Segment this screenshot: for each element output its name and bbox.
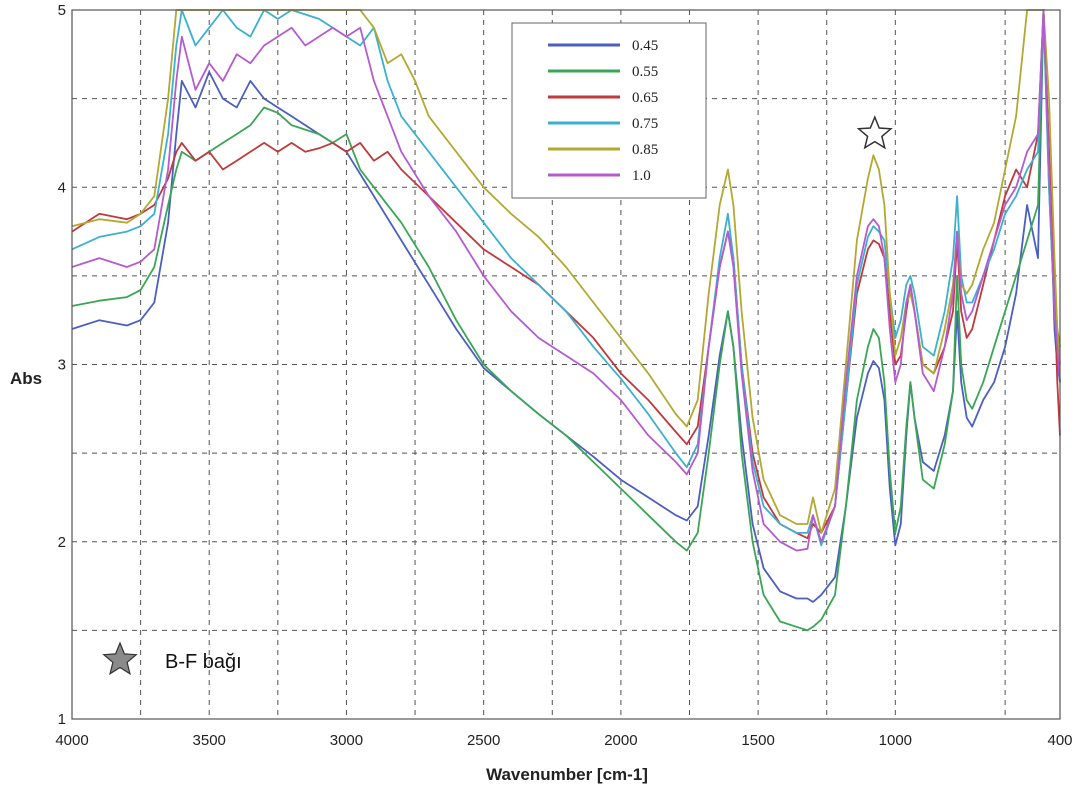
y-tick-label: 4	[58, 179, 66, 196]
x-tick-label: 3500	[193, 732, 226, 749]
legend-box	[511, 22, 707, 199]
x-tick-label: 1000	[879, 732, 912, 749]
legend-label-0.45: 0.45	[632, 38, 658, 54]
legend-label-0.75: 0.75	[632, 116, 658, 132]
legend-label-1.0: 1.0	[632, 168, 651, 184]
legend-label-0.65: 0.65	[632, 90, 658, 106]
annotation-layer	[856, 115, 893, 150]
x-tick-labels: 4000 3500 3000 2500 2000 1500 1000 400	[55, 732, 1072, 749]
note-label: B-F bağı	[165, 651, 242, 673]
star-marker-icon	[856, 115, 893, 150]
legend: 0.45 0.55 0.65 0.75 0.85 1.0	[511, 22, 707, 199]
y-tick-label: 1	[58, 711, 66, 728]
x-tick-label: 1500	[741, 732, 774, 749]
series-line-0.55	[71, 9, 1061, 632]
y-tick-label: 3	[58, 357, 66, 374]
x-tick-label: 4000	[55, 732, 88, 749]
note-bf-bond: B-F bağı	[102, 641, 242, 676]
legend-label-0.55: 0.55	[632, 64, 658, 80]
series-line-0.45	[71, 9, 1061, 603]
y-axis-label: Abs	[10, 369, 42, 388]
y-tick-labels: 1 2 3 4 5	[58, 2, 66, 728]
star-icon	[102, 641, 138, 676]
x-tick-label: 400	[1047, 732, 1072, 749]
x-tick-label: 3000	[330, 732, 363, 749]
x-axis-label: Wavenumber [cm-1]	[486, 765, 648, 784]
plot-frame	[71, 9, 1061, 720]
series-line-1.0	[71, 9, 1061, 552]
x-tick-label: 2000	[604, 732, 637, 749]
y-tick-label: 5	[58, 2, 66, 19]
x-tick-label: 2500	[467, 732, 500, 749]
y-tick-label: 2	[58, 534, 66, 551]
legend-label-0.85: 0.85	[632, 142, 658, 158]
